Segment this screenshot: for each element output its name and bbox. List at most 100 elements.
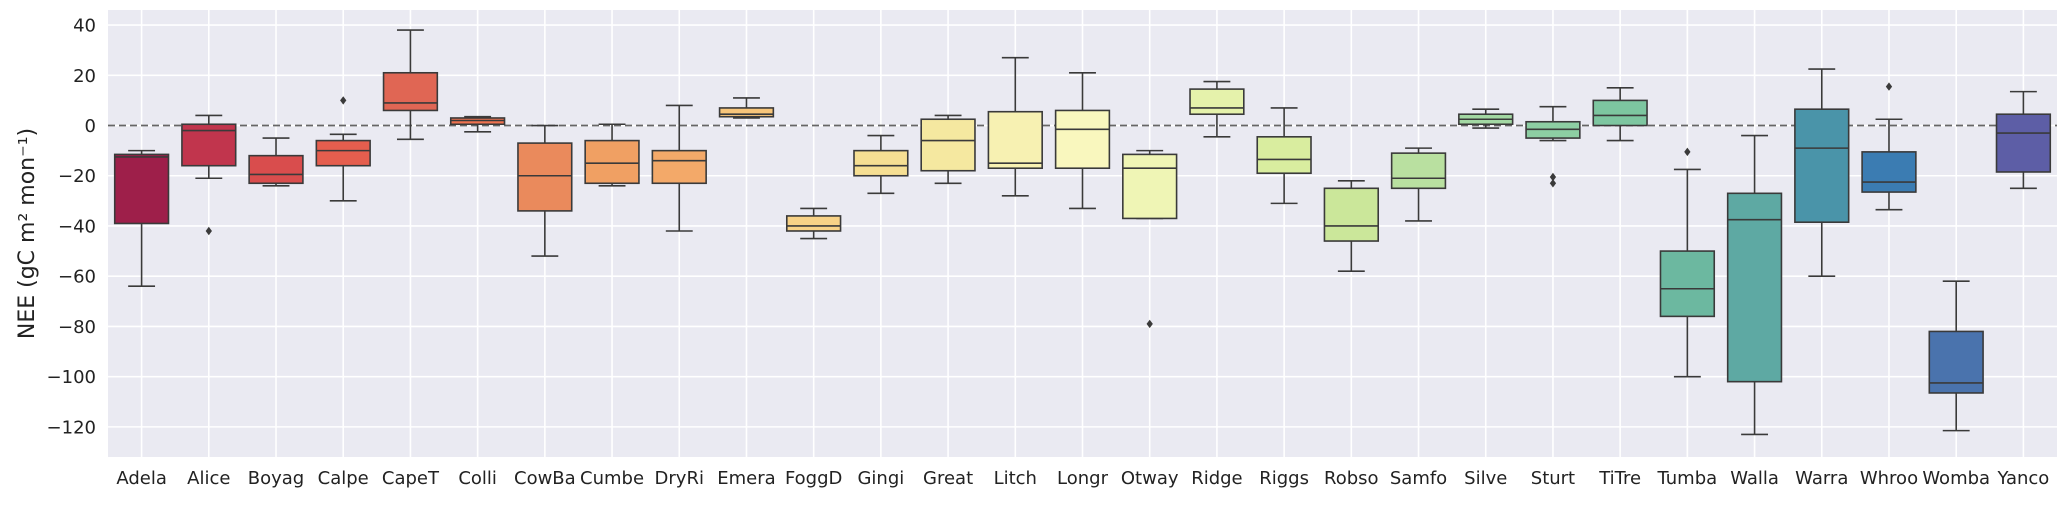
x-tick-label: Whroo (1860, 468, 1918, 489)
iqr-box (1794, 108, 1850, 223)
iqr-box (987, 110, 1043, 170)
y-tick-label: −120 (47, 417, 96, 438)
x-tick-label: Walla (1730, 468, 1779, 489)
box-riggs (1256, 107, 1312, 205)
outlier-point (205, 226, 212, 236)
x-tick-label: Womba (1922, 468, 1990, 489)
box-calpe (315, 96, 371, 202)
iqr-box (1928, 330, 1984, 394)
x-tick-label: Adela (116, 468, 167, 489)
x-tick-label: FoggD (785, 468, 842, 489)
y-axis-label: NEE (gC m² mon⁻¹) (15, 128, 40, 339)
y-tick-label: 20 (73, 66, 96, 87)
iqr-box (584, 139, 640, 185)
y-tick-label: −100 (47, 367, 96, 388)
box-great (920, 114, 976, 185)
iqr-box (853, 149, 909, 177)
box-cumbe (584, 123, 640, 187)
iqr-box (1592, 99, 1648, 127)
y-tick-label: −80 (58, 317, 96, 338)
x-tick-label: Calpe (318, 468, 369, 489)
y-tick-label: 40 (73, 16, 96, 37)
iqr-box (651, 149, 707, 185)
x-axis-ticks: Adela Alice Boyag Calpe CapeT Colli CowBa Cumbe… (116, 468, 2049, 489)
box-womba (1928, 280, 1984, 432)
x-tick-label: Gingi (857, 468, 904, 489)
iqr-box (718, 107, 775, 118)
box-boyag (248, 137, 304, 187)
outlier-point (340, 96, 347, 105)
box-sturt (1525, 105, 1581, 188)
y-tick-label: −60 (58, 267, 96, 288)
box-cowba (517, 124, 573, 257)
iqr-box (517, 142, 573, 212)
box-walla (1726, 134, 1783, 436)
box-emera (718, 97, 775, 119)
iqr-box (1189, 88, 1245, 116)
box-longr (1054, 71, 1111, 210)
box-alice (181, 114, 237, 236)
x-tick-label: Great (923, 468, 973, 489)
box-silve (1458, 108, 1514, 129)
y-tick-label: 0 (85, 116, 96, 137)
x-tick-label: Colli (458, 468, 497, 489)
box-whroo (1861, 82, 1917, 211)
iqr-box (785, 215, 842, 232)
box-otway (1122, 149, 1178, 329)
x-tick-label: Robso (1324, 468, 1379, 489)
x-tick-label: CapeT (382, 468, 440, 489)
x-tick-label: Otway (1121, 468, 1179, 489)
outlier-point (1549, 172, 1557, 182)
x-tick-label: Longr (1057, 468, 1109, 489)
box-samfo (1390, 147, 1447, 222)
x-tick-label: Alice (187, 468, 230, 489)
y-tick-label: −20 (58, 166, 96, 187)
y-axis-ticks: 40 20 0 −20 −40 −60 −80 −100 −120 (47, 16, 96, 439)
x-tick-label: CowBa (514, 468, 576, 489)
x-tick-label: Riggs (1259, 468, 1309, 489)
outlier-point (1146, 319, 1153, 329)
box-titre (1592, 87, 1648, 142)
box-yanco (1995, 90, 2052, 190)
box-gingi (853, 134, 909, 195)
box-dryri (651, 104, 707, 232)
outlier-point (1684, 147, 1691, 157)
x-tick-label: Boyag (248, 468, 304, 489)
x-tick-label: Emera (717, 468, 775, 489)
x-tick-label: Tumba (1657, 468, 1718, 489)
x-tick-label: Samfo (1390, 468, 1447, 489)
box-series (113, 29, 2052, 436)
iqr-box (1122, 153, 1178, 220)
box-tumba (1659, 147, 1716, 378)
y-tick-label: −40 (58, 216, 96, 237)
iqr-box (315, 139, 371, 167)
box-ridge (1189, 80, 1245, 138)
iqr-box (1726, 192, 1783, 383)
iqr-box (1390, 152, 1447, 190)
box-robso (1323, 179, 1380, 272)
iqr-box (1659, 250, 1716, 318)
iqr-box (1995, 113, 2052, 173)
x-tick-label: Ridge (1191, 468, 1242, 489)
x-tick-label: TiTre (1598, 468, 1641, 489)
x-tick-label: DryRi (655, 468, 704, 489)
box-foggd (785, 207, 842, 240)
outlier-point (1885, 82, 1893, 91)
iqr-box (1256, 136, 1312, 175)
outlier-point (1549, 179, 1557, 188)
box-warra (1794, 68, 1850, 277)
iqr-box (1323, 187, 1380, 242)
iqr-box (920, 118, 976, 172)
x-tick-label: Cumbe (580, 468, 644, 489)
x-tick-label: Yanco (1996, 468, 2049, 489)
iqr-box (1861, 151, 1917, 193)
box-colli (449, 115, 506, 133)
box-litch (987, 56, 1043, 197)
x-tick-label: Silve (1464, 468, 1507, 489)
box-capet (382, 29, 439, 141)
iqr-box (113, 153, 170, 225)
iqr-box (1054, 109, 1111, 170)
x-tick-label: Sturt (1531, 468, 1575, 489)
